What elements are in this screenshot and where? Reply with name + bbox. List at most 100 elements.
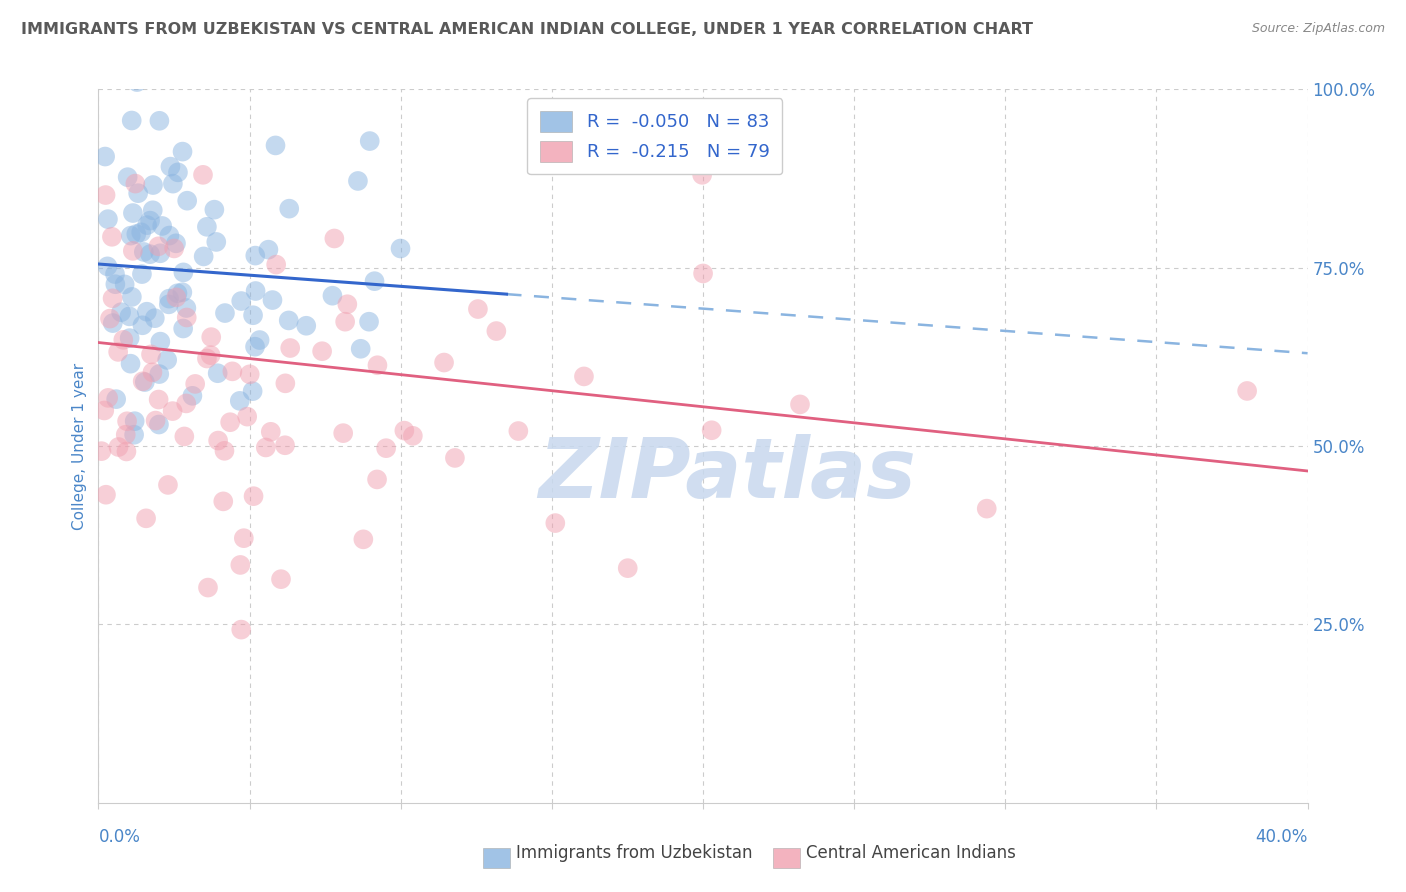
Point — [264, 258, 287, 272]
Text: Central American Indians: Central American Indians — [806, 844, 1015, 862]
Point — [156, 352, 179, 367]
Point — [157, 292, 180, 306]
Point — [142, 203, 165, 218]
Point — [352, 533, 374, 547]
Point — [150, 219, 173, 233]
Text: 40.0%: 40.0% — [1256, 828, 1308, 846]
Point — [165, 236, 187, 251]
Point — [94, 488, 117, 502]
Point — [212, 494, 235, 508]
Point — [200, 348, 222, 362]
Point — [467, 301, 489, 316]
Point — [157, 297, 180, 311]
Point — [402, 429, 425, 443]
Point — [357, 315, 380, 329]
Point — [110, 305, 132, 319]
Text: Source: ZipAtlas.com: Source: ZipAtlas.com — [1251, 22, 1385, 36]
Point — [101, 316, 124, 330]
Point — [114, 427, 136, 442]
Point — [976, 501, 998, 516]
Point — [115, 414, 138, 428]
Point — [118, 331, 141, 345]
Point — [433, 355, 456, 369]
Text: 0.0%: 0.0% — [98, 828, 141, 846]
Point — [239, 368, 262, 382]
Point — [202, 202, 225, 217]
Point — [104, 277, 127, 292]
Point — [350, 342, 373, 356]
Point — [131, 374, 153, 388]
Point — [117, 170, 139, 185]
Point — [278, 202, 301, 216]
Point — [127, 186, 149, 201]
Point — [295, 318, 318, 333]
Point — [139, 247, 162, 261]
Point — [172, 145, 194, 159]
Point — [195, 351, 218, 366]
Point — [112, 333, 135, 347]
Point — [359, 134, 381, 148]
Text: IMMIGRANTS FROM UZBEKISTAN VS CENTRAL AMERICAN INDIAN COLLEGE, UNDER 1 YEAR CORR: IMMIGRANTS FROM UZBEKISTAN VS CENTRAL AM… — [21, 22, 1033, 37]
Point — [122, 206, 145, 220]
Point — [195, 219, 218, 234]
Point — [115, 444, 138, 458]
Point — [139, 347, 162, 361]
Point — [277, 313, 299, 327]
Point — [104, 267, 127, 281]
Point — [245, 249, 267, 263]
Point — [347, 174, 370, 188]
Point — [231, 623, 253, 637]
Point — [121, 244, 143, 258]
Point — [214, 443, 236, 458]
Point — [159, 160, 181, 174]
Y-axis label: College, Under 1 year: College, Under 1 year — [72, 362, 87, 530]
Point — [181, 389, 204, 403]
Point — [162, 404, 184, 418]
Point — [205, 235, 228, 249]
Point — [124, 414, 146, 428]
Point — [394, 424, 416, 438]
Point — [242, 384, 264, 399]
Point — [93, 403, 115, 417]
FancyBboxPatch shape — [773, 848, 800, 869]
Point — [134, 375, 156, 389]
Point — [176, 310, 198, 325]
Point — [148, 417, 170, 432]
Point — [156, 478, 179, 492]
Point — [131, 318, 153, 333]
Text: ZIPatlas: ZIPatlas — [538, 434, 917, 515]
Point — [249, 333, 271, 347]
Point — [366, 358, 388, 372]
Point — [176, 301, 198, 315]
Point — [148, 113, 170, 128]
Point — [139, 213, 162, 227]
Point — [262, 293, 284, 307]
Point — [444, 450, 467, 465]
Point — [121, 290, 143, 304]
Point — [260, 425, 283, 439]
Point — [107, 345, 129, 359]
Point — [270, 572, 292, 586]
Point — [172, 285, 194, 300]
Point — [120, 357, 142, 371]
Point — [1236, 384, 1258, 398]
Point — [98, 311, 121, 326]
Point — [254, 441, 277, 455]
Point — [166, 286, 188, 301]
Point — [572, 369, 595, 384]
Point — [616, 561, 638, 575]
Point — [173, 429, 195, 443]
Point — [101, 291, 124, 305]
Point — [122, 427, 145, 442]
Point — [90, 444, 112, 458]
Point — [167, 165, 190, 179]
Point — [243, 340, 266, 354]
Point — [176, 194, 198, 208]
Point — [96, 260, 118, 274]
Point — [323, 231, 346, 245]
Point — [148, 239, 170, 253]
Point — [131, 267, 153, 281]
Point — [163, 242, 186, 256]
Point — [162, 177, 184, 191]
Point — [231, 293, 253, 308]
